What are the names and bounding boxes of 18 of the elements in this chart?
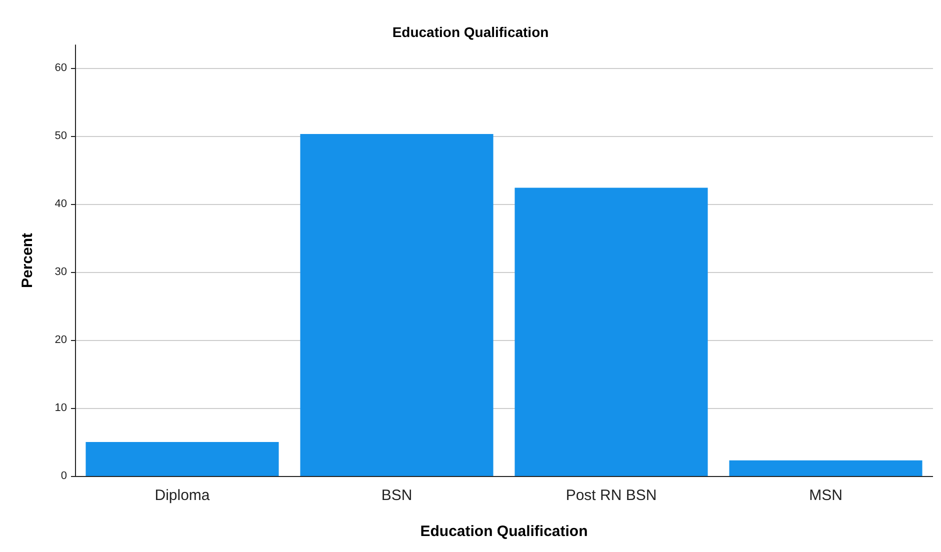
y-tick-label: 0 [60, 470, 67, 482]
x-tick-label: BSN [381, 487, 412, 504]
bar [300, 134, 494, 476]
x-tick-label: MSN [809, 487, 842, 504]
x-tick-label: Post RN BSN [566, 487, 657, 504]
y-tick-label: 30 [54, 266, 67, 278]
y-tick-label: 10 [54, 402, 67, 414]
y-tick-label: 60 [54, 62, 67, 74]
y-axis-title: Percent [19, 232, 36, 288]
bar [86, 442, 279, 476]
y-tick-label: 50 [54, 130, 67, 142]
y-tick-label: 40 [54, 198, 67, 210]
chart-title: Education Qualification [392, 24, 549, 40]
bar [729, 460, 922, 476]
y-tick-label: 20 [54, 334, 67, 346]
x-tick-label: Diploma [154, 487, 210, 504]
x-axis-title: Education Qualification [420, 523, 588, 540]
bar [514, 188, 708, 476]
